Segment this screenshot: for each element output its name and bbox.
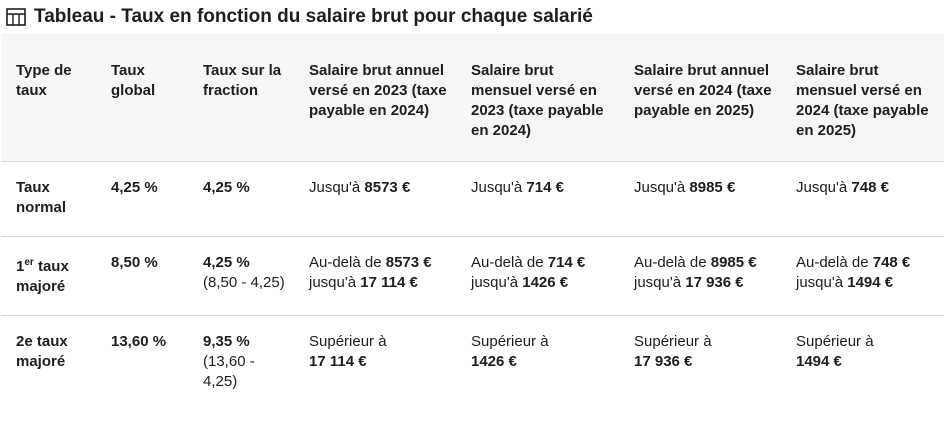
column-header: Taux sur la fraction (188, 34, 294, 162)
salary-text: Supérieur à (309, 333, 387, 350)
rate-type-cell: Taux normal (1, 161, 96, 237)
salary-amount: 1426 € (522, 274, 569, 291)
rate-type-number: 1 (16, 258, 25, 275)
salary-amount: 8573 € (364, 179, 411, 196)
salary-text: Supérieur à (471, 333, 549, 350)
salary-text: Au-delà de (634, 254, 711, 271)
salary-cell: Au-delà de 8985 € jusqu'à 17 936 € (619, 236, 781, 316)
salary-amount: 1494 € (796, 353, 842, 370)
salary-amount: 8985 € (710, 254, 757, 271)
salary-cell: Jusqu'à 8573 € (294, 161, 456, 237)
global-rate-cell: 4,25 % (96, 161, 188, 237)
salary-text: jusqu'à (796, 274, 848, 291)
column-header: Salaire brut annuel versé en 2024 (taxe … (619, 34, 781, 162)
salary-amount: 714 € (547, 254, 586, 271)
global-rate-cell: 13,60 % (96, 315, 188, 402)
column-header: Salaire brut mensuel versé en 2024 (taxe… (781, 34, 944, 162)
table-title-text: Tableau - Taux en fonction du salaire br… (34, 6, 593, 27)
salary-text: Jusqu'à (309, 179, 365, 196)
column-header: Salaire brut annuel versé en 2023 (taxe … (294, 34, 456, 162)
salary-amount: 17 114 € (309, 353, 367, 370)
fraction-rate-detail: (8,50 - 4,25) (203, 274, 285, 291)
fraction-rate-cell: 4,25 % (188, 161, 294, 237)
table-title: Tableau - Taux en fonction du salaire br… (0, 0, 945, 34)
salary-amount: 748 € (851, 179, 889, 196)
rate-type-cell: 1er taux majoré (1, 236, 96, 316)
fraction-rate-cell: 4,25 % (8,50 - 4,25) (188, 236, 294, 316)
salary-text: Jusqu'à (796, 179, 852, 196)
table-row: 2e taux majoré 13,60 % 9,35 % (13,60 - 4… (1, 315, 944, 402)
salary-cell: Au-delà de 714 € jusqu'à 1426 € (456, 236, 619, 316)
rates-table: Type de taux Taux global Taux sur la fra… (1, 34, 944, 402)
table-row: Taux normal 4,25 % 4,25 % Jusqu'à 8573 €… (1, 161, 944, 237)
salary-cell: Au-delà de 748 € jusqu'à 1494 € (781, 236, 944, 316)
salary-text: Au-delà de (796, 254, 873, 271)
rate-type-suffix: er (24, 257, 34, 268)
salary-cell: Supérieur à 1426 € (456, 315, 619, 402)
fraction-rate-value: 4,25 % (203, 179, 250, 196)
salary-amount: 8985 € (689, 179, 736, 196)
column-header: Salaire brut mensuel versé en 2023 (taxe… (456, 34, 619, 162)
salary-cell: Supérieur à 17 936 € (619, 315, 781, 402)
salary-text: Jusqu'à (634, 179, 690, 196)
fraction-rate-detail: (13,60 - 4,25) (203, 353, 255, 390)
salary-amount: 17 936 € (685, 274, 744, 291)
salary-text: Supérieur à (634, 333, 712, 350)
salary-amount: 17 114 € (360, 274, 418, 291)
salary-text: jusqu'à (309, 274, 361, 291)
salary-amount: 1426 € (471, 353, 517, 370)
salary-cell: Jusqu'à 714 € (456, 161, 619, 237)
salary-amount: 1494 € (847, 274, 894, 291)
rate-type-cell: 2e taux majoré (1, 315, 96, 402)
fraction-rate-cell: 9,35 % (13,60 - 4,25) (188, 315, 294, 402)
salary-cell: Jusqu'à 8985 € (619, 161, 781, 237)
salary-amount: 17 936 € (634, 353, 693, 370)
salary-cell: Au-delà de 8573 € jusqu'à 17 114 € (294, 236, 456, 316)
rate-type-label: taux majoré (16, 258, 69, 295)
salary-text: Supérieur à (796, 333, 874, 350)
salary-cell: Jusqu'à 748 € (781, 161, 944, 237)
table-header-row: Type de taux Taux global Taux sur la fra… (1, 34, 944, 162)
salary-cell: Supérieur à 1494 € (781, 315, 944, 402)
column-header: Type de taux (1, 34, 96, 162)
salary-amount: 8573 € (385, 254, 432, 271)
table-row: 1er taux majoré 8,50 % 4,25 % (8,50 - 4,… (1, 236, 944, 316)
column-header: Taux global (96, 34, 188, 162)
salary-text: Au-delà de (471, 254, 548, 271)
salary-amount: 714 € (526, 179, 564, 196)
salary-text: jusqu'à (471, 274, 523, 291)
salary-text: Au-delà de (309, 254, 386, 271)
fraction-rate-value: 9,35 % (203, 333, 250, 350)
table-icon (6, 8, 26, 26)
salary-cell: Supérieur à 17 114 € (294, 315, 456, 402)
salary-text: jusqu'à (634, 274, 686, 291)
salary-text: Jusqu'à (471, 179, 527, 196)
salary-amount: 748 € (872, 254, 911, 271)
fraction-rate-value: 4,25 % (203, 254, 250, 271)
global-rate-cell: 8,50 % (96, 236, 188, 316)
